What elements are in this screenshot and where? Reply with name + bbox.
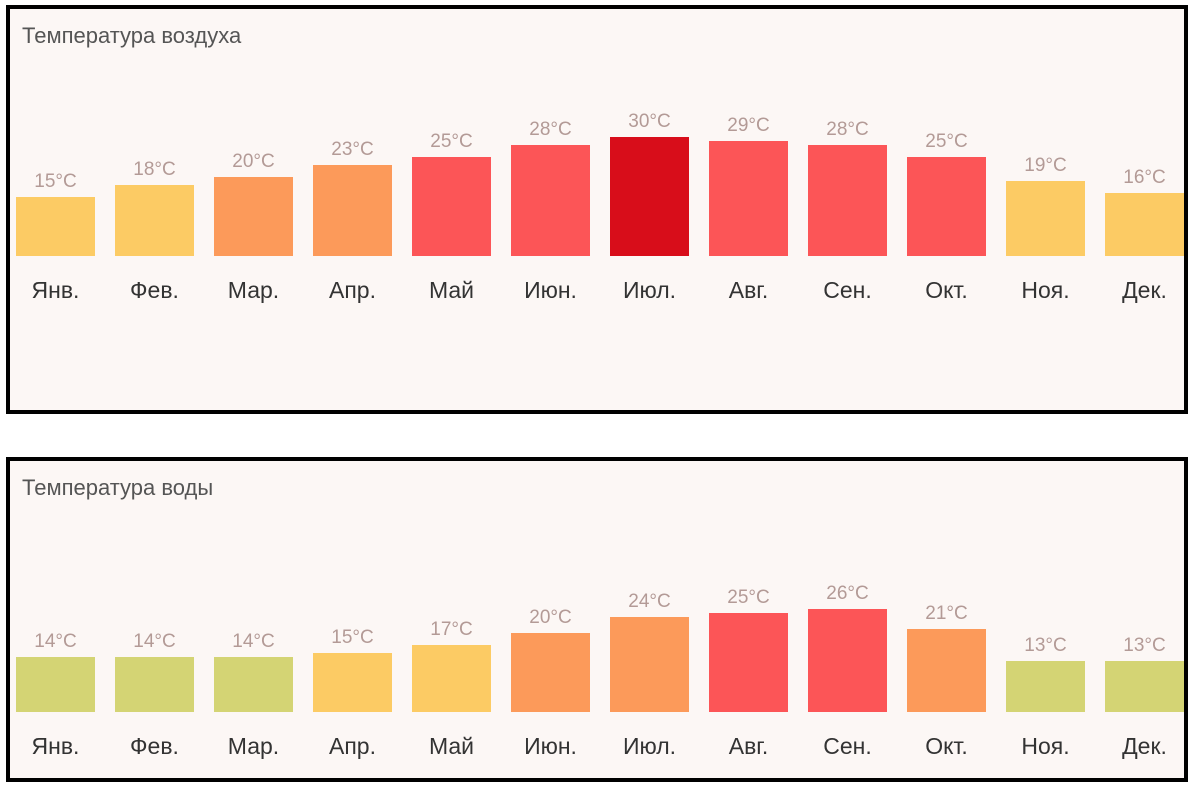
water-bar-1: [16, 657, 95, 712]
water-month-label-2: Фев.: [130, 733, 179, 759]
water-bar-3: [214, 657, 293, 712]
water-value-label-1: 14°C: [34, 631, 76, 652]
water-bar-9: [808, 609, 887, 712]
water-month-label-4: Апр.: [329, 733, 376, 759]
air-bar-7: [610, 137, 689, 256]
air-value-label-5: 25°C: [430, 131, 472, 152]
water-bar-2: [115, 657, 194, 712]
water-month-label-3: Мар.: [228, 733, 279, 759]
air-month-label-11: Ноя.: [1021, 277, 1069, 303]
water-month-label-10: Окт.: [925, 733, 968, 759]
water-bar-6: [511, 633, 590, 712]
air-bar-2: [115, 185, 194, 256]
air-bar-8: [709, 141, 788, 256]
air-month-label-1: Янв.: [32, 277, 80, 303]
air-bar-12: [1105, 193, 1184, 256]
water-value-label-6: 20°C: [529, 607, 571, 628]
air-month-label-3: Мар.: [228, 277, 279, 303]
air-value-label-4: 23°C: [331, 139, 373, 160]
air-month-label-10: Окт.: [925, 277, 968, 303]
air-temperature-chart: 15°C Янв. 18°C Фев. 20°C Мар. 23°C Апр. 25°C Май 2…: [16, 111, 1184, 303]
air-bar-9: [808, 145, 887, 256]
water-bar-8: [709, 613, 788, 712]
air-value-label-11: 19°C: [1024, 155, 1066, 176]
air-bar-4: [313, 165, 392, 256]
water-value-label-7: 24°C: [628, 591, 670, 612]
air-value-label-12: 16°C: [1123, 167, 1165, 188]
air-bar-6: [511, 145, 590, 256]
air-bar-3: [214, 177, 293, 256]
water-bar-5: [412, 645, 491, 712]
water-value-label-4: 15°C: [331, 627, 373, 648]
water-bar-10: [907, 629, 986, 712]
air-bar-11: [1006, 181, 1085, 256]
air-chart-title: Температура воздуха: [22, 23, 242, 48]
water-month-label-5: Май: [429, 733, 474, 759]
water-month-label-12: Дек.: [1122, 733, 1167, 759]
air-value-label-9: 28°C: [826, 119, 868, 140]
air-month-label-6: Июн.: [524, 277, 577, 303]
water-month-label-9: Сен.: [823, 733, 872, 759]
water-month-label-7: Июл.: [623, 733, 676, 759]
air-value-label-1: 15°C: [34, 171, 76, 192]
air-month-label-7: Июл.: [623, 277, 676, 303]
water-value-label-2: 14°C: [133, 631, 175, 652]
air-value-label-2: 18°C: [133, 159, 175, 180]
water-bar-4: [313, 653, 392, 712]
water-temperature-panel: Температура воды 14°C Янв. 14°C Фев. 14°C Мар…: [6, 457, 1188, 782]
air-month-label-5: Май: [429, 277, 474, 303]
water-bar-11: [1006, 661, 1085, 712]
air-month-label-2: Фев.: [130, 277, 179, 303]
water-month-label-8: Авг.: [729, 733, 769, 759]
air-bar-1: [16, 197, 95, 256]
water-value-label-5: 17°C: [430, 619, 472, 640]
air-value-label-6: 28°C: [529, 119, 571, 140]
water-value-label-9: 26°C: [826, 583, 868, 604]
water-value-label-12: 13°C: [1123, 635, 1165, 656]
water-month-label-11: Ноя.: [1021, 733, 1069, 759]
air-bar-10: [907, 157, 986, 256]
water-bar-12: [1105, 661, 1184, 712]
water-value-label-8: 25°C: [727, 587, 769, 608]
water-value-label-10: 21°C: [925, 603, 967, 624]
water-temperature-chart: 14°C Янв. 14°C Фев. 14°C Мар. 15°C Апр. 17°C Май 2…: [16, 583, 1184, 759]
air-temperature-panel: Температура воздуха 15°C Янв. 18°C Фев. 20°C…: [6, 5, 1188, 414]
water-month-label-1: Янв.: [32, 733, 80, 759]
air-value-label-7: 30°C: [628, 111, 670, 132]
air-value-label-8: 29°C: [727, 115, 769, 136]
water-month-label-6: Июн.: [524, 733, 577, 759]
air-month-label-12: Дек.: [1122, 277, 1167, 303]
air-month-label-4: Апр.: [329, 277, 376, 303]
air-value-label-3: 20°C: [232, 151, 274, 172]
water-chart-title: Температура воды: [22, 475, 214, 500]
air-month-label-8: Авг.: [729, 277, 769, 303]
air-month-label-9: Сен.: [823, 277, 872, 303]
water-value-label-11: 13°C: [1024, 635, 1066, 656]
water-bar-7: [610, 617, 689, 712]
water-value-label-3: 14°C: [232, 631, 274, 652]
air-value-label-10: 25°C: [925, 131, 967, 152]
air-bar-5: [412, 157, 491, 256]
